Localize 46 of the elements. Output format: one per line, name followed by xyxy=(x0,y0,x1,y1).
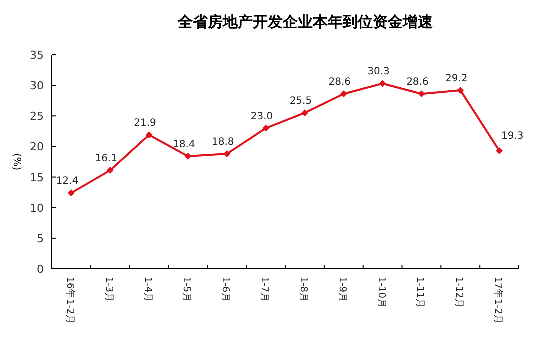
data-label: 29.2 xyxy=(445,73,468,84)
data-label: 25.5 xyxy=(290,96,312,108)
data-label: 23.0 xyxy=(250,111,274,122)
point xyxy=(457,86,464,94)
x-tick-label: 17年1-2月 xyxy=(492,277,505,325)
x-tick-label: 1-9月 xyxy=(336,277,348,303)
y-tick-label: 10 xyxy=(30,202,44,215)
point xyxy=(496,147,504,154)
point xyxy=(379,80,386,88)
y-tick-label: 15 xyxy=(30,171,44,184)
x-tick-label: 1-7月 xyxy=(259,277,270,303)
y-tick-label: 5 xyxy=(37,232,44,246)
point xyxy=(224,150,231,158)
data-label: 30.3 xyxy=(368,66,390,78)
chart-title: 全省房地产开发企业本年到位资金增速 xyxy=(177,13,434,31)
y-tick-label: 35 xyxy=(30,49,44,62)
point xyxy=(418,90,426,98)
y-tick-label: 25 xyxy=(30,110,44,124)
data-label: 12.4 xyxy=(56,176,79,188)
y-tick-label: 30 xyxy=(30,80,44,93)
x-tick-label: 1-12月 xyxy=(454,277,465,309)
point xyxy=(262,124,270,132)
x-tick-label: 1-4月 xyxy=(142,277,154,303)
y-tick-label: 0 xyxy=(37,263,44,276)
data-label: 18.8 xyxy=(212,137,234,148)
x-tick-label: 1-5月 xyxy=(181,277,192,303)
x-tick-label: 1-11月 xyxy=(414,277,426,309)
data-label: 28.6 xyxy=(406,77,429,88)
data-label: 16.1 xyxy=(95,154,118,165)
point xyxy=(184,152,192,160)
point xyxy=(301,110,308,117)
y-axis-title: (%) xyxy=(11,153,22,171)
y-tick-label: 20 xyxy=(30,140,44,154)
x-tick-label: 1-8月 xyxy=(298,277,309,303)
point xyxy=(68,190,75,197)
data-label: 18.4 xyxy=(173,139,196,150)
point xyxy=(146,132,153,139)
point xyxy=(340,90,348,98)
data-label: 21.9 xyxy=(134,118,156,130)
data-label: 19.3 xyxy=(502,130,524,142)
x-tick-label: 1-3月 xyxy=(103,277,114,303)
point xyxy=(106,167,114,174)
data-label: 28.6 xyxy=(328,77,352,88)
x-tick-label: 1-6月 xyxy=(220,277,232,303)
x-tick-label: 1-10月 xyxy=(376,277,387,309)
x-tick-label: 16年1-2月 xyxy=(64,277,76,325)
